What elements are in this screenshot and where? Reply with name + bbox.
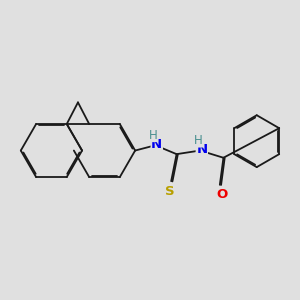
Text: N: N xyxy=(196,143,207,156)
Text: N: N xyxy=(196,143,207,156)
Text: O: O xyxy=(216,188,227,201)
Text: S: S xyxy=(165,185,174,198)
Text: H: H xyxy=(194,134,203,147)
Text: H: H xyxy=(149,128,158,142)
Text: H: H xyxy=(194,134,203,147)
Text: S: S xyxy=(165,185,174,198)
Text: N: N xyxy=(151,138,162,151)
Text: N: N xyxy=(151,138,162,151)
Text: H: H xyxy=(149,128,158,142)
Text: O: O xyxy=(216,188,227,201)
